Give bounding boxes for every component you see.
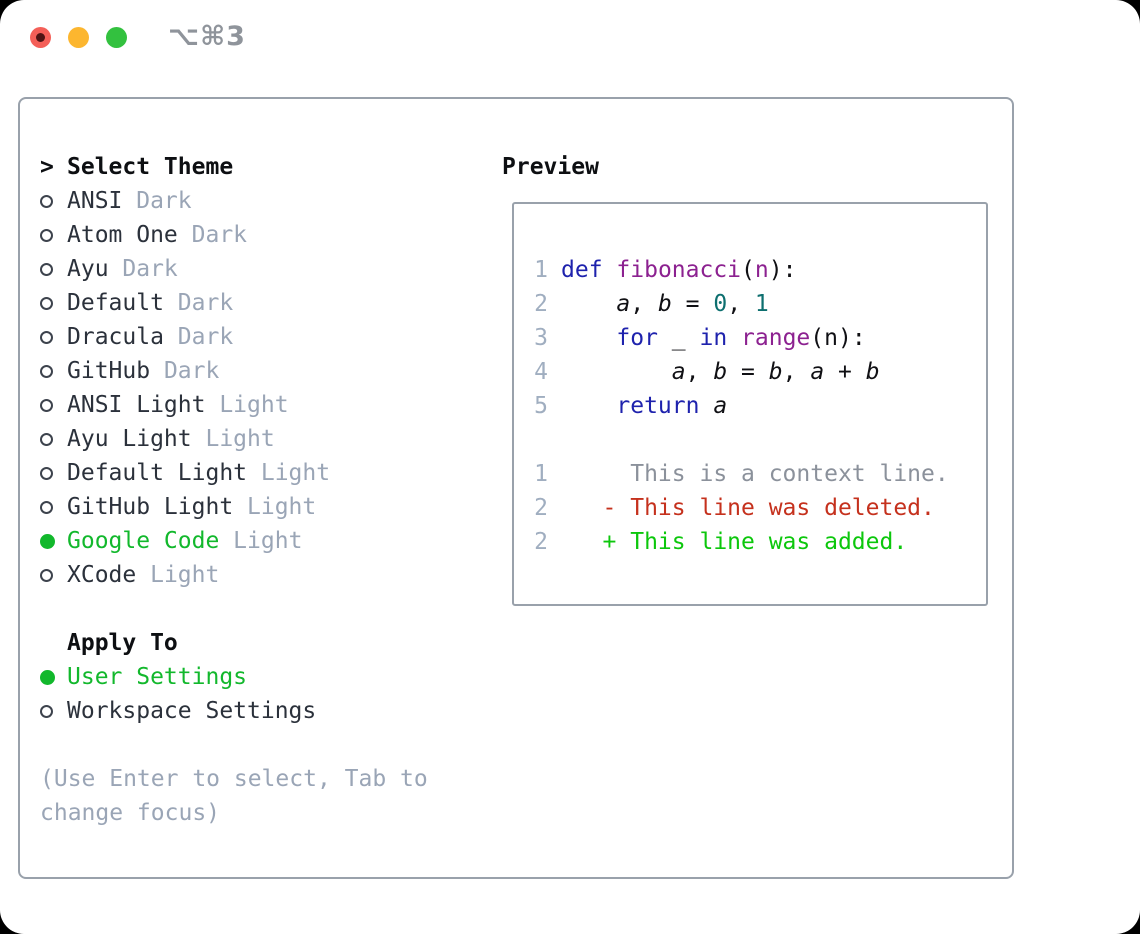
code-text: for _ in range(n): [616, 325, 866, 351]
theme-variant-tag: Dark [150, 358, 220, 384]
theme-option-label: Default Light [67, 460, 248, 486]
theme-option-label: ANSI Light [67, 392, 206, 418]
code-line: 1 def fibonacci(n): [534, 253, 986, 287]
theme-variant-tag: Light [191, 426, 275, 452]
theme-variant-tag: Dark [108, 256, 178, 282]
preview-title: Preview [502, 154, 599, 180]
theme-option[interactable]: ANSI Light Light [40, 388, 428, 422]
line-number: 1 [534, 257, 548, 283]
theme-option[interactable]: Atom One Dark [40, 218, 428, 252]
theme-option[interactable]: Ayu Light Light [40, 422, 428, 456]
theme-variant-tag: Light [247, 460, 331, 486]
code-line: 2 - This line was deleted. [534, 491, 986, 525]
radio-icon [40, 228, 53, 242]
theme-option[interactable]: ANSI Dark [40, 184, 428, 218]
line-number [534, 423, 548, 457]
apply-to-header-row: Apply To [40, 626, 428, 660]
line-number: 4 [534, 359, 548, 385]
apply-option[interactable]: Workspace Settings [40, 694, 428, 728]
code-text: - This line was deleted. [561, 495, 935, 521]
title-bar: ⌥⌘3 [0, 0, 1140, 80]
theme-variant-tag: Dark [163, 324, 234, 350]
line-number: 2 [534, 495, 548, 521]
theme-variant-tag: Light [205, 392, 289, 418]
theme-option-label: Atom One [67, 222, 178, 248]
radio-icon [40, 704, 53, 718]
selected-radio-icon [40, 533, 55, 549]
line-number: 5 [534, 393, 548, 419]
theme-option-label: Ayu [67, 256, 109, 282]
radio-icon [40, 194, 53, 208]
code-text: a, b = b, a + b [671, 359, 880, 385]
focus-caret-icon: > [40, 154, 54, 180]
theme-dialog: > Select Theme ANSI Dark Atom One Dark Ayu… [18, 97, 1014, 879]
code-text: def fibonacci(n): [561, 257, 797, 283]
theme-variant-tag: Light [136, 562, 220, 588]
radio-icon [40, 364, 53, 378]
theme-option[interactable]: Default Dark [40, 286, 428, 320]
code-text: This is a context line. [561, 461, 949, 487]
theme-option[interactable]: GitHub Light Light [40, 490, 428, 524]
theme-list-panel: > Select Theme ANSI Dark Atom One Dark Ayu… [40, 150, 428, 830]
apply-option-label: User Settings [67, 664, 248, 690]
line-number: 3 [534, 325, 548, 351]
apply-option-label: Workspace Settings [67, 698, 317, 724]
theme-option-label: ANSI [67, 188, 123, 214]
hint-text-line1: (Use Enter to select, Tab to [40, 766, 428, 792]
code-line: 2 a, b = 0, 1 [534, 287, 986, 321]
theme-option[interactable]: XCode Light [40, 558, 428, 592]
theme-option[interactable]: Ayu Dark [40, 252, 428, 286]
code-line: 3 for _ in range(n): [534, 321, 986, 355]
theme-option[interactable]: Google Code Light [40, 524, 428, 558]
line-number: 2 [534, 529, 548, 555]
zoom-button[interactable] [106, 27, 127, 48]
theme-variant-tag: Dark [122, 188, 192, 214]
theme-option-label: Default [67, 290, 164, 316]
close-button[interactable] [30, 27, 51, 48]
theme-option-label: Ayu Light [67, 426, 192, 452]
code-line: 5 return a [534, 389, 986, 423]
code-line [534, 423, 986, 457]
theme-option-label: GitHub [67, 358, 151, 384]
theme-variant-tag: Dark [177, 222, 248, 248]
radio-icon [40, 330, 53, 344]
theme-option-label: Google Code [67, 528, 220, 554]
code-text: + This line was added. [561, 529, 908, 555]
radio-icon [40, 296, 53, 310]
code-line: 2 + This line was added. [534, 525, 986, 559]
radio-icon [40, 398, 53, 412]
code-text: a, b = 0, 1 [616, 291, 769, 317]
theme-option[interactable]: Dracula Dark [40, 320, 428, 354]
theme-option-label: Dracula [67, 324, 164, 350]
line-number: 2 [534, 291, 548, 317]
theme-option-label: GitHub Light [67, 494, 234, 520]
code-line: 4 a, b = b, a + b [534, 355, 986, 389]
theme-option[interactable]: GitHub Dark [40, 354, 428, 388]
theme-option[interactable]: Default Light Light [40, 456, 428, 490]
radio-icon [40, 432, 53, 446]
apply-option[interactable]: User Settings [40, 660, 428, 694]
apply-to-list: User Settings Workspace Settings [40, 660, 428, 728]
code-text: return a [616, 393, 728, 419]
theme-variant-tag: Dark [163, 290, 234, 316]
radio-icon [40, 466, 53, 480]
theme-variant-tag: Light [219, 528, 303, 554]
theme-list-header: > Select Theme [40, 150, 428, 184]
radio-icon [40, 568, 53, 582]
minimize-button[interactable] [68, 27, 89, 48]
radio-icon [40, 500, 53, 514]
code-line: 1 This is a context line. [534, 457, 986, 491]
hint-text-line2: change focus) [40, 800, 221, 826]
window-title: ⌥⌘3 [168, 21, 246, 52]
apply-to-title: Apply To [67, 630, 178, 656]
selected-radio-icon [40, 669, 55, 685]
theme-variant-tag: Light [233, 494, 317, 520]
theme-option-label: XCode [67, 562, 137, 588]
radio-icon [40, 262, 53, 276]
theme-list-title: Select Theme [67, 154, 234, 180]
theme-list: ANSI Dark Atom One Dark Ayu Dark Default Da… [40, 184, 428, 592]
line-number: 1 [534, 461, 548, 487]
